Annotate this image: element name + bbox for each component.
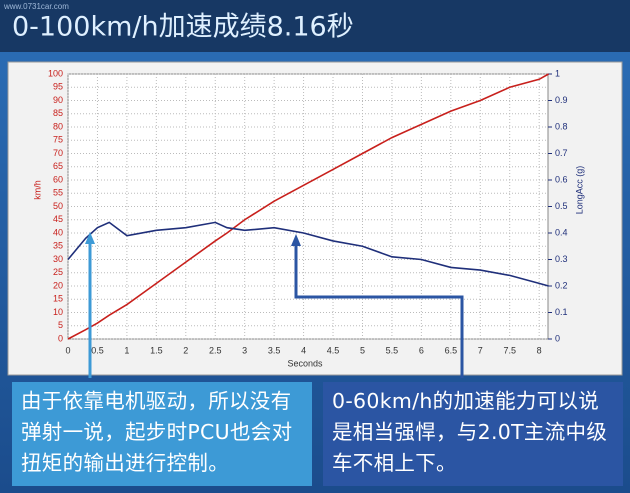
data-line [67, 73, 549, 340]
x-tick-label: 5 [360, 345, 365, 355]
y-tick-label: 35 [53, 241, 63, 251]
x-tick-label: 1.5 [150, 345, 163, 355]
y-tick-label: 75 [53, 135, 63, 145]
y-tick-label: 20 [53, 280, 63, 290]
y2-tick-label: 0.6 [555, 174, 568, 184]
y-tick-label: 40 [53, 227, 63, 237]
y-tick-label: 70 [53, 148, 63, 158]
watermark: www.0731car.com [3, 2, 69, 11]
x-tick-label: 6 [419, 345, 424, 355]
x-tick-label: 3 [242, 345, 247, 355]
x-tick-label: 1 [124, 345, 129, 355]
y2-tick-label: 0.1 [555, 307, 568, 317]
x-tick-label: 4 [301, 345, 306, 355]
arrowhead [85, 232, 95, 244]
y-tick-label: 80 [53, 121, 63, 131]
y2-tick-label: 0.8 [555, 121, 568, 131]
y2-tick-label: 0 [555, 333, 560, 343]
data-line [67, 221, 549, 287]
y-tick-label: 90 [53, 95, 63, 105]
x-tick-label: 7 [478, 345, 483, 355]
y-tick-label: 30 [53, 254, 63, 264]
y-tick-label: 65 [53, 161, 63, 171]
x-tick-label: 3.5 [268, 345, 281, 355]
y2-tick-label: 0.9 [555, 95, 568, 105]
header [0, 0, 630, 52]
y-axis-label: km/h [32, 180, 42, 200]
y2-tick-label: 1 [555, 68, 560, 78]
y-tick-label: 95 [53, 82, 63, 92]
y-tick-label: 100 [48, 68, 63, 78]
x-tick-label: 2.5 [209, 345, 222, 355]
arrowhead [291, 234, 301, 246]
y-tick-label: 55 [53, 188, 63, 198]
y2-tick-label: 0.7 [555, 148, 568, 158]
x-tick-label: 7.5 [503, 345, 516, 355]
x-axis-label: Seconds [287, 358, 323, 368]
x-tick-label: 2 [183, 345, 188, 355]
y2-tick-label: 0.3 [555, 254, 568, 264]
y-tick-label: 45 [53, 214, 63, 224]
y-tick-label: 0 [58, 333, 63, 343]
y2-tick-label: 0.5 [555, 201, 568, 211]
title: 0-100km/h加速成绩8.16秒 [12, 12, 354, 43]
callout-left: 由于依靠电机驱动，所以没有弹射一说，起步时PCU也会对扭矩的输出进行控制。 [12, 382, 312, 486]
x-tick-label: 8 [537, 345, 542, 355]
x-tick-label: 4.5 [327, 345, 340, 355]
x-tick-label: 6.5 [445, 345, 458, 355]
callout-right: 0-60km/h的加速能力可以说是相当强悍，与2.0T主流中级车不相上下。 [323, 382, 623, 486]
y-tick-label: 60 [53, 174, 63, 184]
y2-tick-label: 0.2 [555, 280, 568, 290]
y-tick-label: 25 [53, 267, 63, 277]
x-tick-label: 0 [65, 345, 70, 355]
y-tick-label: 5 [58, 320, 63, 330]
y-tick-label: 15 [53, 294, 63, 304]
x-tick-label: 5.5 [386, 345, 399, 355]
y-tick-label: 10 [53, 307, 63, 317]
callout-arrow [294, 242, 464, 378]
x-tick-label: 0.5 [91, 345, 104, 355]
y2-tick-label: 0.4 [555, 227, 568, 237]
y-tick-label: 85 [53, 108, 63, 118]
y-tick-label: 50 [53, 201, 63, 211]
y2-axis-label: LongAcc (g) [574, 166, 584, 215]
